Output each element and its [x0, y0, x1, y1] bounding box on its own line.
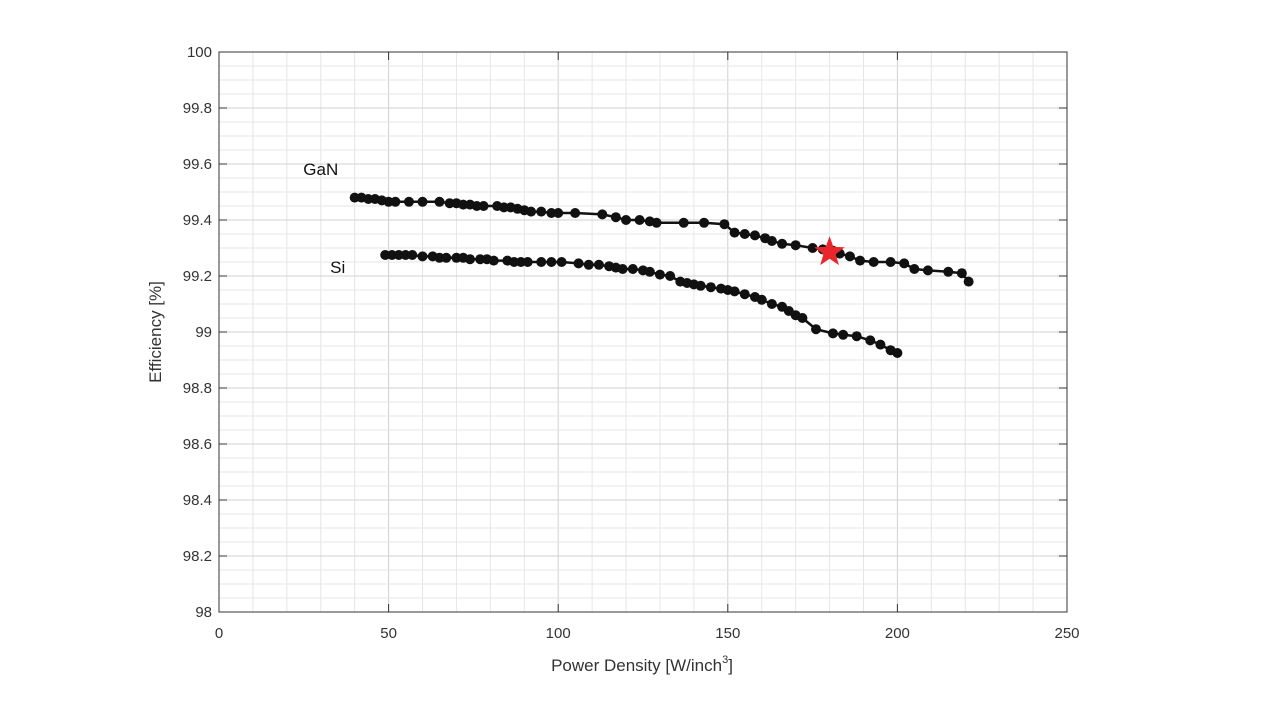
si-data-point: [838, 329, 849, 340]
gan-data-point: [417, 196, 428, 207]
si-data-point: [810, 324, 821, 335]
gan-data-point: [844, 251, 855, 262]
si-data-point: [705, 282, 716, 293]
si-data-point: [827, 328, 838, 339]
si-data-point: [556, 257, 567, 267]
si-data-point: [739, 289, 750, 300]
gan-data-point: [553, 208, 564, 218]
si-data-point: [617, 264, 628, 274]
chart-axes: [218, 51, 1068, 613]
y-tick-label: 98.2: [183, 548, 212, 565]
si-data-point: [627, 264, 638, 274]
gan-data-point: [749, 230, 760, 241]
gan-data-point: [719, 219, 730, 230]
si-data-point: [665, 271, 676, 281]
gan-data-point: [597, 209, 608, 220]
gan-data-point: [478, 201, 489, 211]
gan-data-point: [790, 240, 801, 251]
gan-data-point: [390, 196, 401, 207]
star-icon: [814, 236, 845, 266]
si-series-label: Si: [330, 258, 345, 277]
si-data-point: [797, 313, 808, 323]
si-data-point: [441, 252, 452, 263]
gan-data-point: [899, 258, 910, 269]
gan-data-point: [526, 206, 537, 217]
gan-data-point: [943, 266, 954, 277]
x-tick-label: 50: [380, 625, 397, 642]
y-tick-label: 98.4: [183, 492, 212, 509]
x-tick-label: 200: [885, 625, 910, 642]
gan-data-point: [610, 212, 621, 223]
si-data-point: [522, 257, 533, 267]
gan-data-point: [956, 268, 967, 279]
gan-data-point: [807, 243, 818, 253]
si-data-point: [488, 255, 499, 266]
gan-data-point: [403, 196, 414, 207]
gan-data-point: [739, 229, 750, 239]
gan-data-point: [777, 238, 788, 249]
si-data-point: [536, 257, 547, 267]
si-data-point: [644, 266, 655, 277]
gan-data-point: [536, 206, 547, 217]
si-data-point: [756, 294, 767, 305]
x-tick-label: 150: [715, 625, 740, 642]
gan-data-point: [963, 276, 974, 287]
gan-data-point: [885, 257, 896, 267]
y-tick-label: 99.6: [183, 156, 212, 173]
gan-data-point: [922, 265, 933, 276]
gan-data-point: [651, 217, 662, 228]
gan-data-point: [621, 215, 632, 225]
si-data-point: [875, 339, 886, 350]
y-tick-label: 99.2: [183, 268, 212, 285]
gan-data-point: [434, 196, 445, 207]
x-tick-label: 0: [215, 625, 223, 642]
si-data-point: [583, 259, 594, 270]
gan-data-point: [570, 208, 581, 218]
chart-grid: [218, 51, 1068, 613]
x-tick-label: 100: [546, 625, 571, 642]
gan-data-point: [909, 264, 920, 274]
si-data-point: [892, 348, 903, 358]
y-tick-label: 99.8: [183, 100, 212, 117]
x-axis-title: Power Density [W/inch3]: [551, 654, 733, 675]
si-data-point: [851, 331, 862, 342]
si-data-point: [695, 280, 706, 291]
si-data-point: [417, 251, 428, 262]
gan-data-point: [868, 257, 879, 267]
si-data-point: [865, 335, 876, 346]
gan-data-point: [634, 215, 645, 225]
gan-data-point: [855, 255, 866, 266]
si-data-point: [654, 269, 665, 280]
x-tick-label: 250: [1054, 625, 1079, 642]
si-data-point: [465, 254, 476, 265]
y-tick-label: 100: [187, 44, 212, 61]
highlight-marker-layer: [814, 236, 845, 266]
y-tick-label: 99: [195, 324, 212, 341]
series-layer: [349, 192, 974, 358]
gan-data-point: [678, 217, 689, 228]
y-tick-label: 98.6: [183, 436, 212, 453]
y-tick-label: 99.4: [183, 212, 212, 229]
y-tick-label: 98: [195, 604, 212, 621]
gan-data-point: [699, 217, 710, 228]
si-data-point: [573, 258, 584, 269]
gan-data-point: [729, 227, 740, 238]
si-data-point: [766, 299, 777, 309]
series-labels: GaN Si: [303, 160, 345, 277]
tick-labels: 0 50 100 150 200 250 98 98.2 98.4 98.6 98.8 99 99.2 9…: [183, 44, 1080, 642]
si-data-point: [546, 257, 557, 267]
si-data-point: [593, 259, 604, 270]
si-data-point: [729, 286, 740, 297]
gan-series-label: GaN: [303, 160, 338, 179]
si-data-point: [407, 250, 418, 260]
y-axis-title: Efficiency [%]: [146, 281, 165, 383]
y-tick-label: 98.8: [183, 380, 212, 397]
gan-data-point: [766, 236, 777, 246]
